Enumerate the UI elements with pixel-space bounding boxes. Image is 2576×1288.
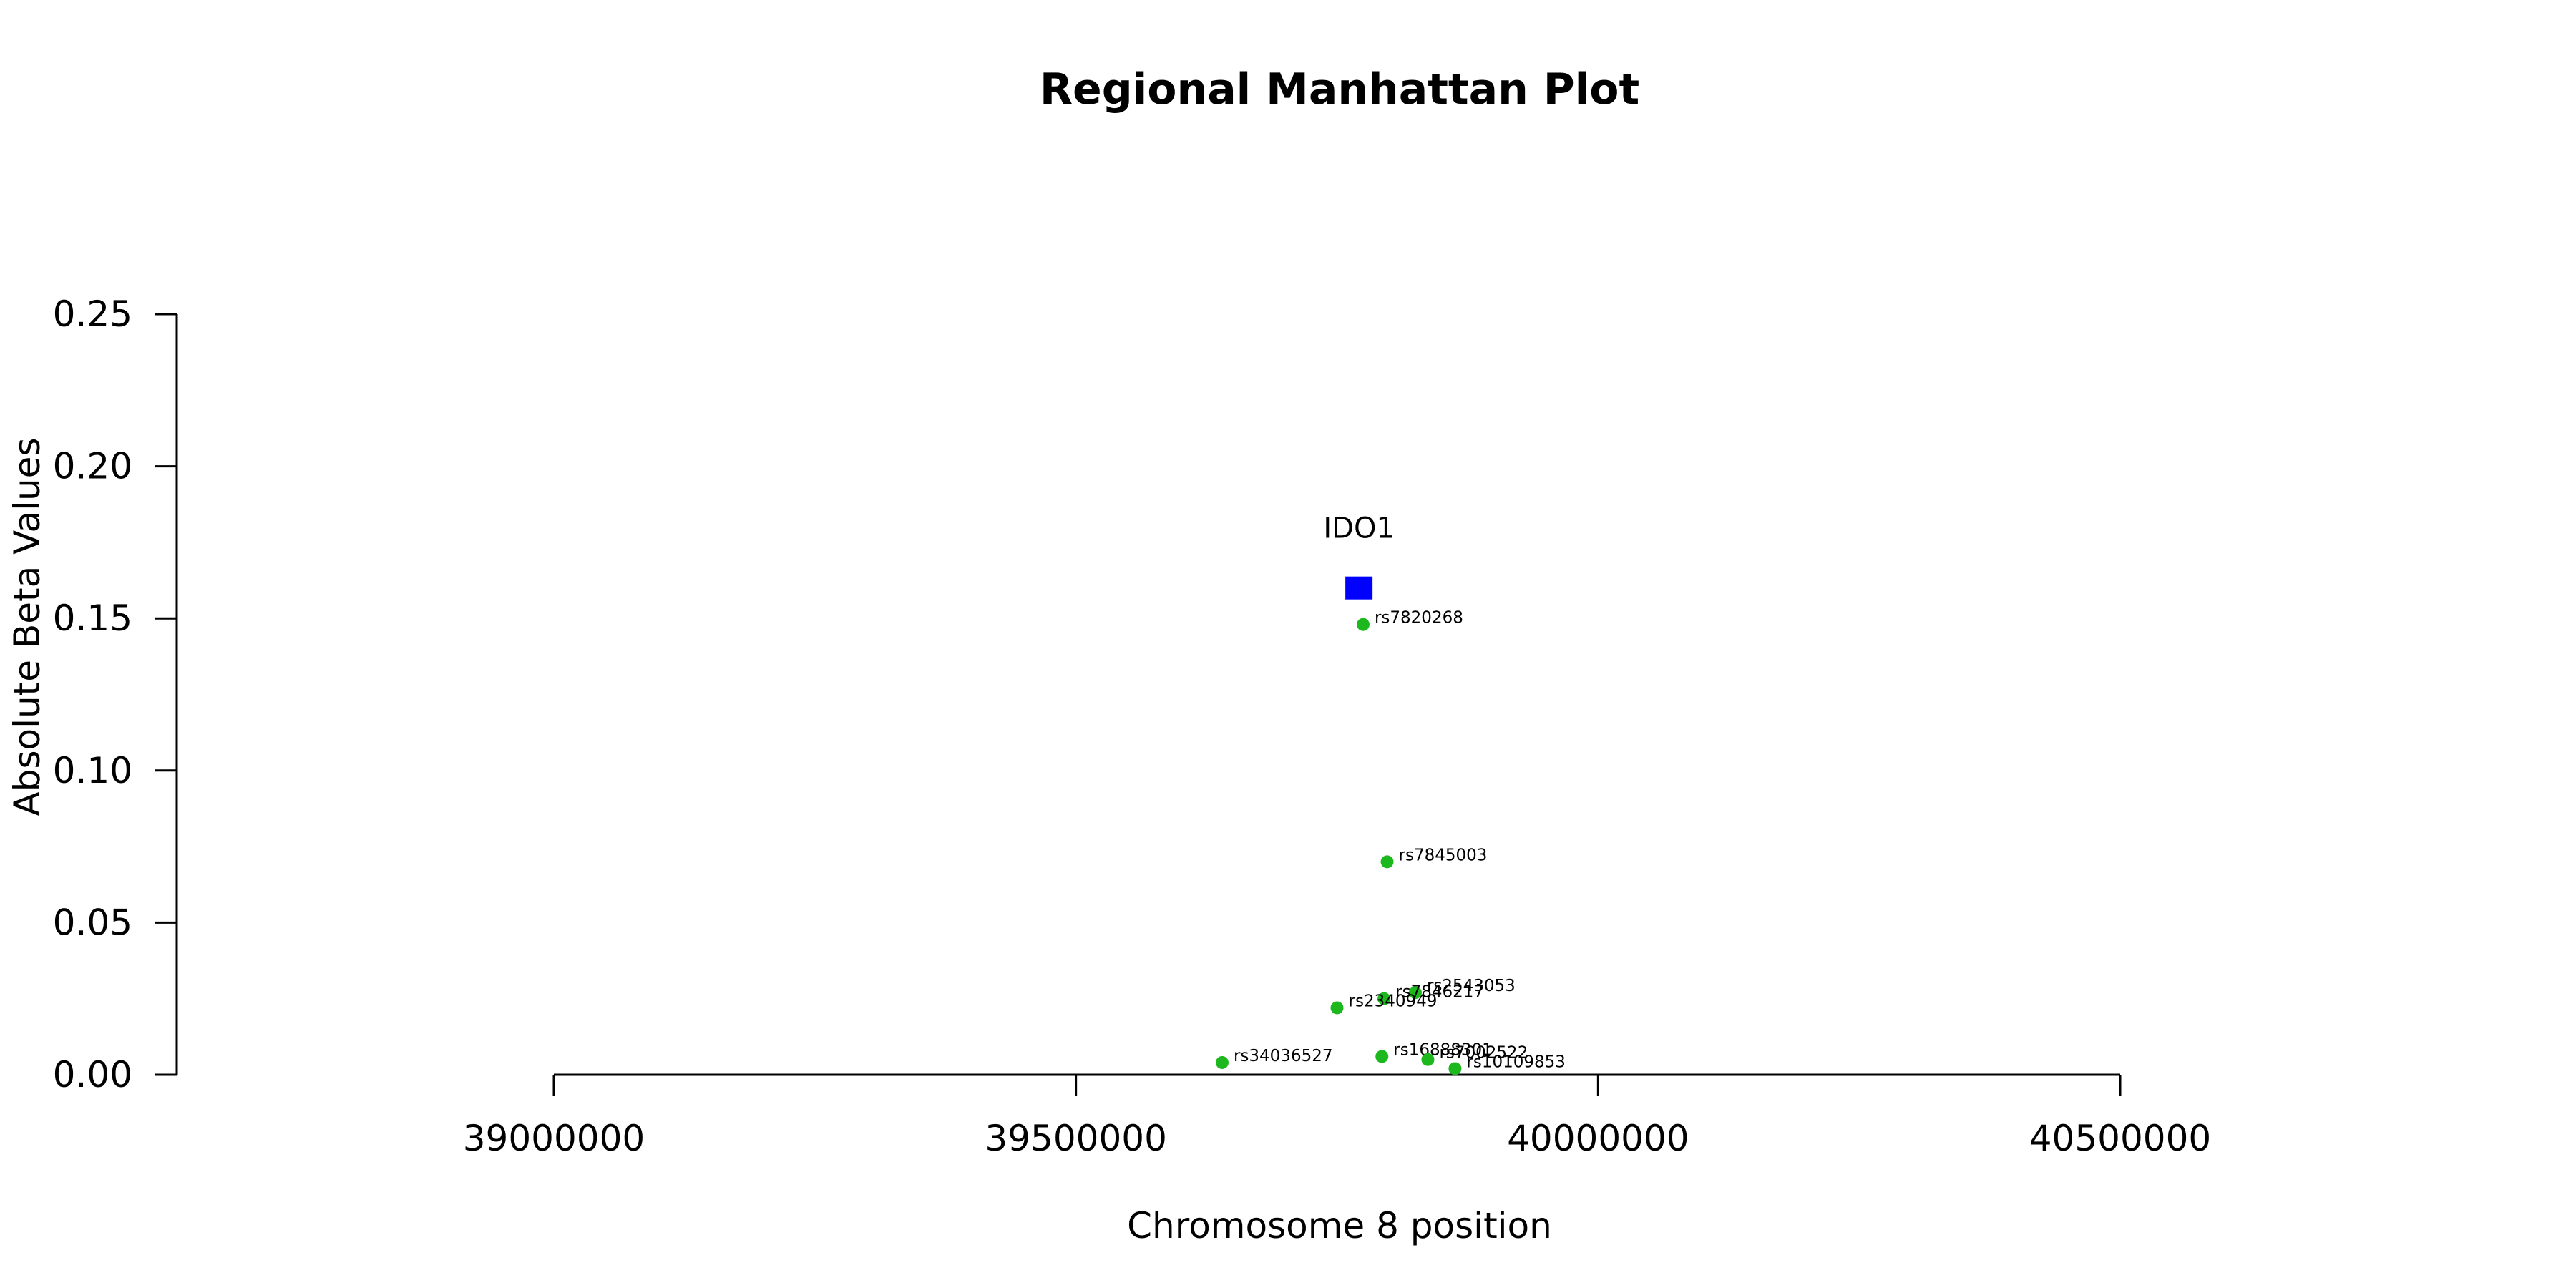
- x-tick-label: 40000000: [1507, 1118, 1689, 1159]
- snp-label: rs16888301: [1393, 1040, 1493, 1059]
- snp-point: [1375, 1050, 1389, 1063]
- x-tick-label: 39000000: [463, 1118, 645, 1159]
- gene-square: [1345, 576, 1373, 600]
- snp-point: [1377, 992, 1391, 1005]
- snp-point: [1448, 1062, 1462, 1075]
- snp-label: rs34036527: [1234, 1047, 1333, 1065]
- x-axis: 39000000 39500000 40000000 40500000: [463, 1073, 2212, 1159]
- snp-point: [1356, 618, 1370, 631]
- snp-label: rs7820268: [1375, 609, 1463, 628]
- snp-point: [1215, 1055, 1229, 1069]
- x-axis-label: Chromosome 8 position: [1127, 1205, 1552, 1246]
- chart-title: Regional Manhattan Plot: [1040, 64, 1639, 114]
- gene-marker: IDO1: [1323, 512, 1395, 600]
- snp-point: [1421, 1053, 1435, 1066]
- snp-label: rs7002522: [1439, 1044, 1528, 1063]
- snp-label: rs2340949: [1349, 992, 1438, 1010]
- snp-label: rs10109853: [1466, 1053, 1566, 1071]
- y-tick-label: 0.20: [53, 446, 132, 487]
- x-tick-label: 40500000: [2029, 1118, 2212, 1159]
- snp-label: rs2543053: [1427, 977, 1516, 995]
- snp-label: rs7845003: [1399, 846, 1488, 864]
- y-tick-label: 0.25: [53, 293, 132, 335]
- snp-point: [1408, 986, 1422, 1000]
- y-tick-label: 0.15: [53, 597, 132, 639]
- y-axis-label: Absolute Beta Values: [6, 438, 48, 816]
- y-tick-label: 0.10: [53, 750, 132, 791]
- gene-label: IDO1: [1323, 512, 1395, 545]
- y-tick-label: 0.05: [53, 902, 132, 943]
- data-points: rs7820268 rs7845003 rs2543053rs7846217rs23…: [1215, 609, 1566, 1075]
- y-axis: 0.00 0.05 0.10 0.15 0.20 0.25: [53, 293, 178, 1096]
- y-tick-label: 0.00: [53, 1054, 132, 1096]
- snp-point: [1380, 855, 1394, 869]
- snp-point: [1330, 1001, 1344, 1015]
- snp-label: rs7846217: [1395, 983, 1484, 1002]
- x-tick-label: 39500000: [985, 1118, 1167, 1159]
